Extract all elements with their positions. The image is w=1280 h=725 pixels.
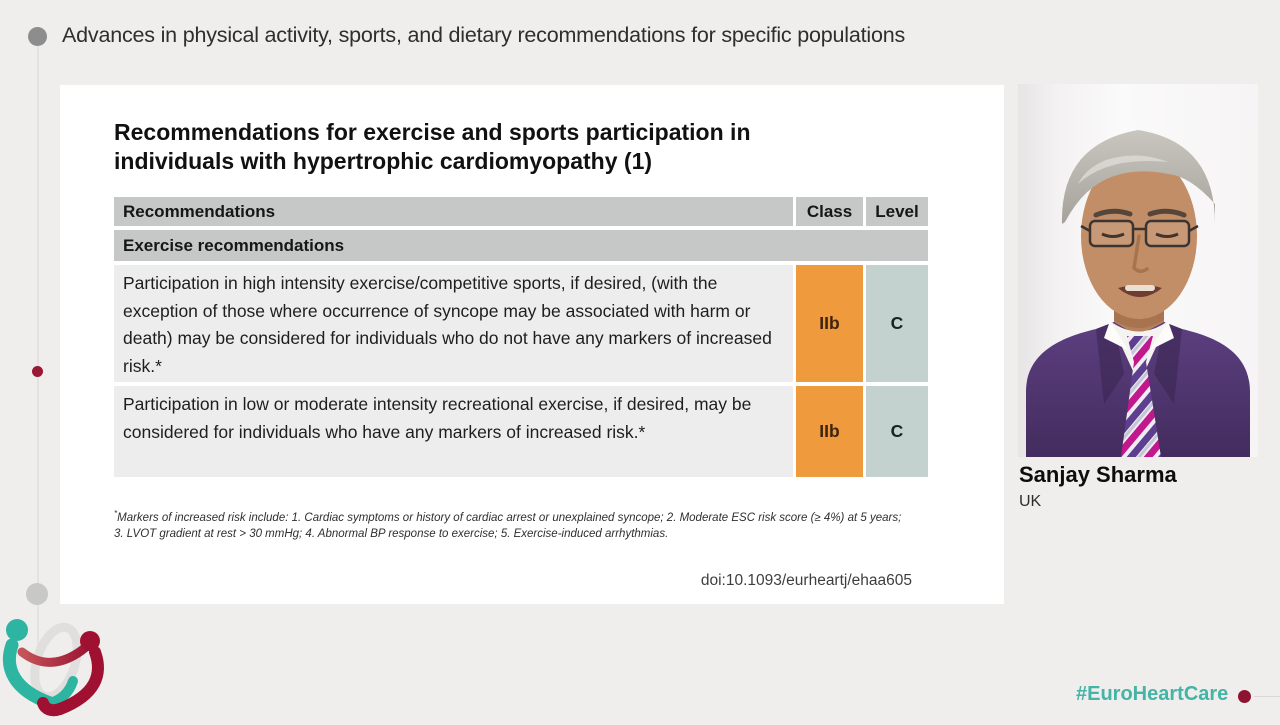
table-row-1-class-badge: IIb [796,265,863,382]
column-header-level: Level [866,197,928,226]
hashtag-line [1254,696,1280,697]
slide-title-line1: Recommendations for exercise and sports … [114,119,751,145]
footnote-marker: * [114,509,118,518]
hashtag-dot-icon [1238,690,1251,703]
session-title: Advances in physical activity, sports, a… [62,23,906,47]
slide-title: Recommendations for exercise and sports … [114,118,751,176]
table-row-2-level-badge: C [866,386,928,477]
euroheartcare-logo-icon [0,610,110,725]
speaker-video [1018,84,1258,457]
table-section-header: Exercise recommendations [114,230,928,261]
speaker-country: UK [1019,493,1042,510]
table-row-1-level-badge: C [866,265,928,382]
table-row-1-recommendation: Participation in high intensity exercise… [114,265,793,382]
table-row-2-class-badge: IIb [796,386,863,477]
slide-title-line2: individuals with hypertrophic cardiomyop… [114,148,653,174]
speaker-portrait-illustration [1026,130,1250,457]
timeline-current-dot-icon [32,366,43,377]
doi-reference: doi:10.1093/eurheartj/ehaa605 [700,572,912,589]
speaker-name: Sanjay Sharma [1019,462,1177,487]
session-bullet-icon [28,27,47,46]
timeline-line [37,46,39,666]
column-header-recommendations: Recommendations [114,197,793,226]
timeline-next-dot-icon [26,583,48,605]
footnote-text: Markers of increased risk include: 1. Ca… [114,511,902,540]
column-header-class: Class [796,197,863,226]
event-hashtag: #EuroHeartCare [1076,683,1229,705]
slide-panel: Recommendations for exercise and sports … [60,85,1004,604]
recommendations-table: Recommendations Class Level Exercise rec… [114,197,928,477]
table-row-2-recommendation: Participation in low or moderate intensi… [114,386,793,477]
slide-footnote: *Markers of increased risk include: 1. C… [114,506,906,542]
